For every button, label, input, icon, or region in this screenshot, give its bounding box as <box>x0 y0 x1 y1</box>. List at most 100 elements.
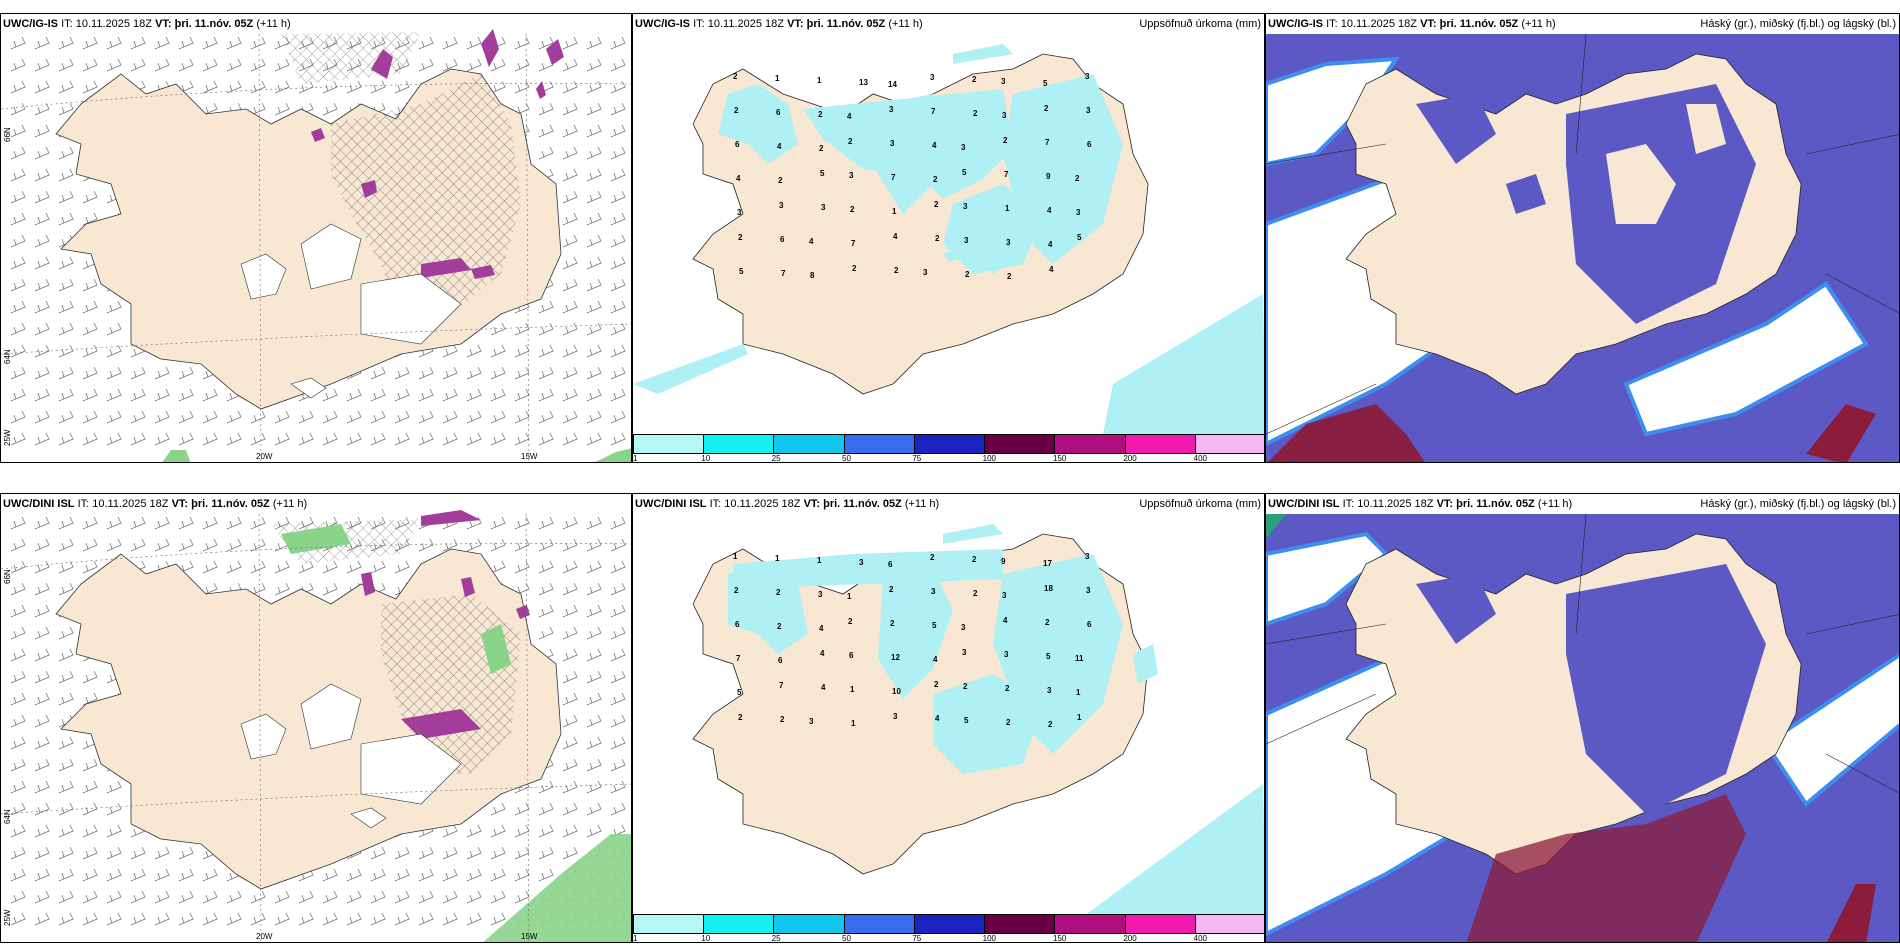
legend-swatch <box>1195 435 1264 453</box>
precip-value-label: 7 <box>931 107 936 116</box>
wind-barb <box>34 102 50 116</box>
wind-barb <box>178 538 194 552</box>
wind-barb <box>226 890 242 904</box>
wind-barb <box>586 234 602 248</box>
precip-value-label: 2 <box>1045 618 1050 627</box>
wind-barb <box>610 516 626 530</box>
wind-barb <box>610 190 626 204</box>
wind-barb <box>490 322 506 336</box>
wind-barb <box>10 604 26 618</box>
wind-barb <box>34 212 50 226</box>
wind-barb <box>34 256 50 270</box>
wind-barb <box>130 36 146 50</box>
wind-barb <box>58 582 74 596</box>
wind-barb <box>274 58 290 72</box>
wind-barb <box>490 846 506 860</box>
wind-barb <box>178 432 194 446</box>
legend-swatch <box>914 435 986 453</box>
wind-barb <box>466 538 482 552</box>
wind-barb <box>58 868 74 882</box>
precip-value-label: 4 <box>1049 265 1054 274</box>
wind-barb <box>466 410 482 424</box>
precip-value-label: 2 <box>818 110 823 119</box>
wind-barb <box>10 322 26 336</box>
precip-legend-ticks: 1 10 25 50 75 100 150 200 400 <box>633 454 1264 462</box>
wind-barb <box>442 388 458 402</box>
precip-value-label: 4 <box>820 649 825 658</box>
precip-value-label: 5 <box>1046 652 1051 661</box>
precip-value-label: 2 <box>734 586 739 595</box>
wind-barb <box>82 322 98 336</box>
precip-value-label: 9 <box>1046 172 1051 181</box>
precip-value-label: 5 <box>737 688 742 697</box>
precip-value-label: 3 <box>859 558 864 567</box>
wind-barb <box>58 670 74 684</box>
wind-barb <box>34 388 50 402</box>
wind-barb <box>34 582 50 596</box>
wind-barb <box>610 388 626 402</box>
precip-value-label: 5 <box>962 168 967 177</box>
wind-barb <box>226 516 242 530</box>
precip-value-label: 6 <box>780 235 785 244</box>
wind-barb <box>10 736 26 750</box>
precip-value-label: 4 <box>933 655 938 664</box>
cloud-over-land <box>1416 564 1766 814</box>
wind-barb <box>610 212 626 226</box>
precip-value-label: 2 <box>777 622 782 631</box>
wind-barb <box>58 300 74 314</box>
wind-barb <box>58 780 74 794</box>
wind-barb <box>34 692 50 706</box>
precip-value-label: 1 <box>892 207 897 216</box>
wind-barb <box>490 80 506 94</box>
wind-barb <box>106 846 122 860</box>
wind-barb <box>346 388 362 402</box>
precip-value-label: 6 <box>1087 620 1092 629</box>
wind-barb <box>514 388 530 402</box>
wind-barb <box>34 538 50 552</box>
wind-barb <box>346 410 362 424</box>
wind-barb <box>82 780 98 794</box>
wind-barb <box>610 604 626 618</box>
legend-swatch <box>634 435 705 453</box>
high-cloud <box>1466 794 1746 942</box>
wind-barb <box>106 802 122 816</box>
panel-title: UWC/DINI ISL IT: 10.11.2025 18Z VT: þri.… <box>3 498 308 510</box>
white-holes <box>240 683 462 829</box>
wind-barb <box>10 36 26 50</box>
wind-barb <box>202 538 218 552</box>
wind-barb <box>106 432 122 446</box>
wind-barb <box>154 366 170 380</box>
wind-barb <box>538 560 554 574</box>
legend-swatch <box>634 915 705 933</box>
wind-barb <box>586 366 602 380</box>
wind-barb <box>610 366 626 380</box>
wind-barb <box>34 802 50 816</box>
wind-barb <box>538 846 554 860</box>
wind-barb <box>298 912 314 926</box>
wind-barb <box>586 146 602 160</box>
precip-value-label: 13 <box>859 78 868 87</box>
wind-barb <box>514 432 530 446</box>
wind-barb <box>562 388 578 402</box>
wind-barb <box>10 692 26 706</box>
wind-barb <box>442 366 458 380</box>
wind-barb <box>370 80 386 94</box>
wind-barb <box>226 912 242 926</box>
wind-barb <box>250 582 266 596</box>
wind-barb <box>34 58 50 72</box>
precip-value-label: 14 <box>888 80 897 89</box>
legend-tick-label: 150 <box>1053 934 1067 943</box>
wind-barb <box>394 890 410 904</box>
precip-value-label: 1 <box>817 556 822 565</box>
wind-barb <box>274 582 290 596</box>
wind-barb <box>418 846 434 860</box>
wind-barb <box>394 912 410 926</box>
precip-value-label: 3 <box>779 201 784 210</box>
wind-barb <box>250 890 266 904</box>
precip-value-label: 3 <box>1004 650 1009 659</box>
wind-barb <box>274 102 290 116</box>
wind-barb <box>562 824 578 838</box>
wind-barb <box>154 410 170 424</box>
precip-value-label: 17 <box>1043 559 1052 568</box>
wind-barb <box>58 168 74 182</box>
